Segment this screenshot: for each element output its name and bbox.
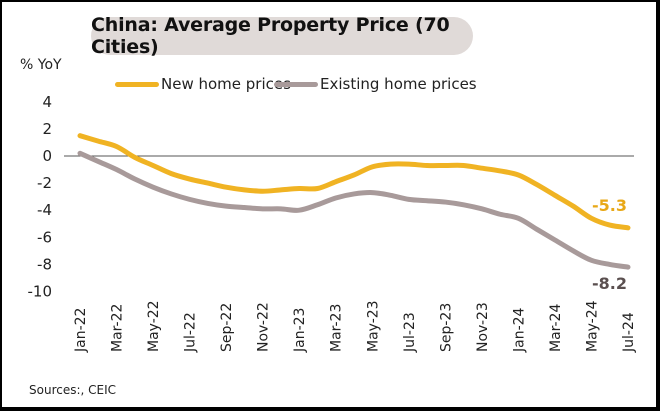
y-tick-label: -2 bbox=[37, 174, 52, 192]
chart-frame: China: Average Property Price (70 Cities… bbox=[2, 2, 656, 407]
x-tick-label: Jan-24 bbox=[511, 307, 527, 353]
x-tick-label: Jul-24 bbox=[621, 312, 637, 353]
source-note: Sources:, CEIC bbox=[29, 383, 117, 397]
x-tick-label: May-22 bbox=[146, 300, 162, 352]
legend-item-new-home: New home prices bbox=[115, 75, 291, 93]
legend-swatch-new-home bbox=[115, 81, 159, 87]
chart-title: China: Average Property Price (70 Cities… bbox=[91, 14, 473, 58]
y-tick-label: 4 bbox=[42, 93, 52, 111]
legend-label-new-home: New home prices bbox=[161, 75, 291, 93]
y-tick-label: 0 bbox=[42, 147, 52, 165]
legend-label-existing-home: Existing home prices bbox=[320, 75, 477, 93]
x-tick-label: Jan-23 bbox=[292, 308, 308, 353]
y-axis-label: % YoY bbox=[20, 57, 62, 73]
x-tick-label: Mar-24 bbox=[548, 304, 564, 352]
x-tick-label: Mar-22 bbox=[110, 304, 126, 352]
x-tick-label: Mar-23 bbox=[329, 304, 345, 352]
x-tick-label: Jan-22 bbox=[73, 308, 89, 353]
x-tick-label: Nov-22 bbox=[256, 302, 272, 352]
y-tick-label: 2 bbox=[42, 120, 52, 138]
x-tick-label: Jul-22 bbox=[183, 312, 199, 353]
x-tick-label: May-24 bbox=[584, 300, 600, 352]
x-tick-label: Sep-23 bbox=[438, 303, 454, 352]
y-tick-label: -8 bbox=[37, 255, 52, 273]
series-line-existing-home bbox=[77, 150, 631, 270]
series-line-new-home bbox=[77, 133, 631, 231]
y-tick-label: -4 bbox=[37, 201, 52, 219]
legend-item-existing-home: Existing home prices bbox=[274, 75, 477, 93]
legend-swatch-existing-home bbox=[274, 81, 318, 87]
x-tick-label: Sep-22 bbox=[219, 303, 235, 352]
end-label-new-home: -5.3 bbox=[592, 196, 627, 215]
y-tick-label: -10 bbox=[28, 283, 53, 301]
end-label-existing-home: -8.2 bbox=[592, 274, 627, 293]
x-tick-label: Jul-23 bbox=[402, 312, 418, 353]
x-tick-label: May-23 bbox=[365, 300, 381, 352]
line-chart: 4 2 0 -2 -4 -6 -8 -10 Jan-22 Mar-22 May-22 Jul-22 Se… bbox=[28, 93, 638, 353]
y-tick-label: -6 bbox=[37, 228, 52, 246]
x-tick-label: Nov-23 bbox=[475, 302, 491, 352]
